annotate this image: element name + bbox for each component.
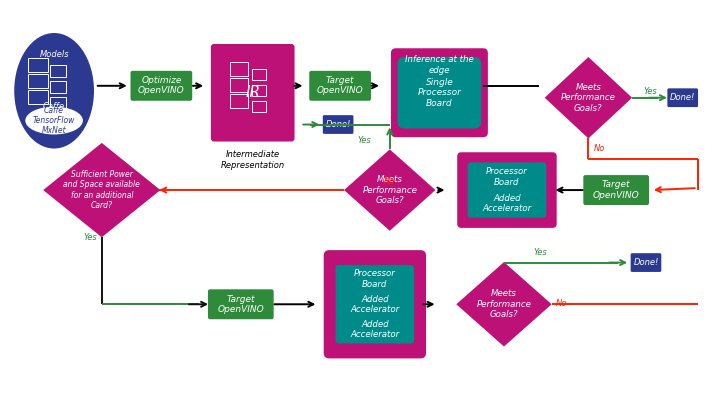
Text: Done!: Done! — [633, 258, 659, 267]
FancyBboxPatch shape — [130, 71, 192, 101]
Text: Target
OpenVINO: Target OpenVINO — [593, 180, 639, 200]
Text: Target
OpenVINO: Target OpenVINO — [317, 76, 364, 96]
Text: Intermediate
Representation: Intermediate Representation — [221, 150, 285, 170]
FancyBboxPatch shape — [324, 250, 426, 358]
Text: Meets
Performance
Goals?: Meets Performance Goals? — [561, 83, 616, 113]
Text: No: No — [593, 144, 604, 153]
Text: Processor
Board: Processor Board — [486, 167, 528, 187]
FancyBboxPatch shape — [631, 253, 661, 272]
Text: Meets
Performance
Goals?: Meets Performance Goals? — [362, 175, 417, 205]
Polygon shape — [43, 143, 160, 237]
FancyBboxPatch shape — [397, 57, 481, 128]
FancyBboxPatch shape — [468, 189, 546, 218]
Text: Yes: Yes — [534, 248, 548, 257]
Text: No: No — [555, 299, 567, 308]
FancyBboxPatch shape — [468, 162, 546, 191]
FancyBboxPatch shape — [335, 265, 414, 293]
Text: ✕: ✕ — [254, 102, 263, 112]
FancyBboxPatch shape — [309, 71, 371, 101]
FancyBboxPatch shape — [335, 316, 414, 344]
Text: Added
Accelerator: Added Accelerator — [483, 194, 531, 213]
Text: Yes: Yes — [357, 136, 371, 145]
Text: Done!: Done! — [325, 120, 351, 129]
FancyBboxPatch shape — [457, 152, 557, 228]
Text: Inference at the
edge: Inference at the edge — [405, 55, 473, 75]
Text: Sufficient Power
and Space available
for an additional
Card?: Sufficient Power and Space available for… — [63, 170, 140, 210]
Polygon shape — [344, 149, 436, 231]
Polygon shape — [545, 57, 632, 138]
Polygon shape — [456, 262, 552, 346]
Text: Processor
Board: Processor Board — [354, 269, 396, 289]
Text: Added
Accelerator: Added Accelerator — [350, 320, 399, 339]
Ellipse shape — [14, 32, 95, 149]
FancyBboxPatch shape — [335, 290, 414, 318]
Text: Added
Accelerator: Added Accelerator — [350, 294, 399, 314]
Ellipse shape — [26, 107, 83, 134]
Text: Single
Processor
Board: Single Processor Board — [417, 78, 461, 108]
Text: No: No — [384, 177, 395, 186]
Text: IR: IR — [245, 85, 261, 100]
FancyBboxPatch shape — [211, 44, 295, 142]
Text: Done!: Done! — [670, 93, 696, 102]
FancyBboxPatch shape — [323, 115, 353, 134]
Text: Caffe
TensorFlow
MxNet: Caffe TensorFlow MxNet — [33, 106, 75, 136]
Text: Meets
Performance
Goals?: Meets Performance Goals? — [476, 289, 531, 319]
FancyBboxPatch shape — [208, 289, 273, 319]
Text: Yes: Yes — [83, 233, 97, 242]
Text: Yes: Yes — [643, 87, 656, 96]
FancyBboxPatch shape — [391, 48, 488, 137]
FancyBboxPatch shape — [667, 88, 698, 107]
Text: Models




Caffe
TensorFlow
MxNet: Models Caffe TensorFlow MxNet — [31, 50, 78, 132]
Text: Target
OpenVINO: Target OpenVINO — [217, 294, 264, 314]
Text: Optimize
OpenVINO: Optimize OpenVINO — [138, 76, 184, 96]
FancyBboxPatch shape — [583, 175, 649, 205]
